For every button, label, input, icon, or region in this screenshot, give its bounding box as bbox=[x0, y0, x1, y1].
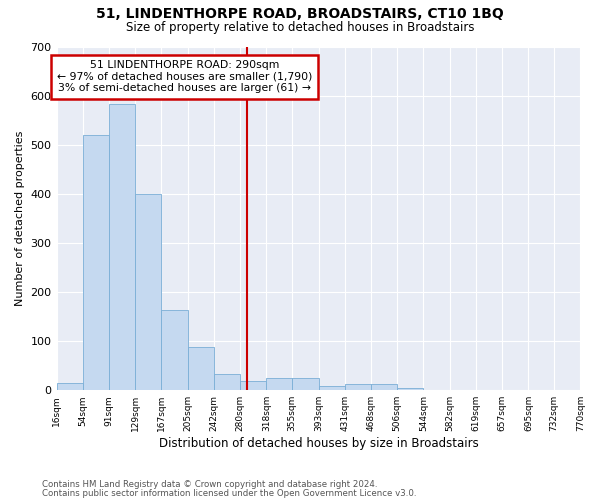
Bar bbox=[135, 194, 161, 390]
Text: 51, LINDENTHORPE ROAD, BROADSTAIRS, CT10 1BQ: 51, LINDENTHORPE ROAD, BROADSTAIRS, CT10… bbox=[96, 8, 504, 22]
Bar bbox=[188, 347, 214, 390]
Text: 51 LINDENTHORPE ROAD: 290sqm
← 97% of detached houses are smaller (1,790)
3% of : 51 LINDENTHORPE ROAD: 290sqm ← 97% of de… bbox=[57, 60, 312, 94]
Bar bbox=[240, 382, 266, 390]
Bar bbox=[83, 135, 109, 390]
Bar bbox=[345, 384, 371, 390]
Text: Contains HM Land Registry data © Crown copyright and database right 2024.: Contains HM Land Registry data © Crown c… bbox=[42, 480, 377, 489]
Bar bbox=[56, 383, 83, 390]
Bar bbox=[397, 388, 424, 390]
Bar bbox=[109, 104, 135, 390]
Text: Contains public sector information licensed under the Open Government Licence v3: Contains public sector information licen… bbox=[42, 488, 416, 498]
Bar bbox=[319, 386, 345, 390]
Bar bbox=[214, 374, 240, 390]
Bar bbox=[266, 378, 292, 390]
Bar bbox=[292, 378, 319, 390]
Bar bbox=[371, 384, 397, 390]
X-axis label: Distribution of detached houses by size in Broadstairs: Distribution of detached houses by size … bbox=[158, 437, 478, 450]
Y-axis label: Number of detached properties: Number of detached properties bbox=[15, 130, 25, 306]
Bar bbox=[161, 310, 188, 390]
Text: Size of property relative to detached houses in Broadstairs: Size of property relative to detached ho… bbox=[126, 21, 474, 34]
